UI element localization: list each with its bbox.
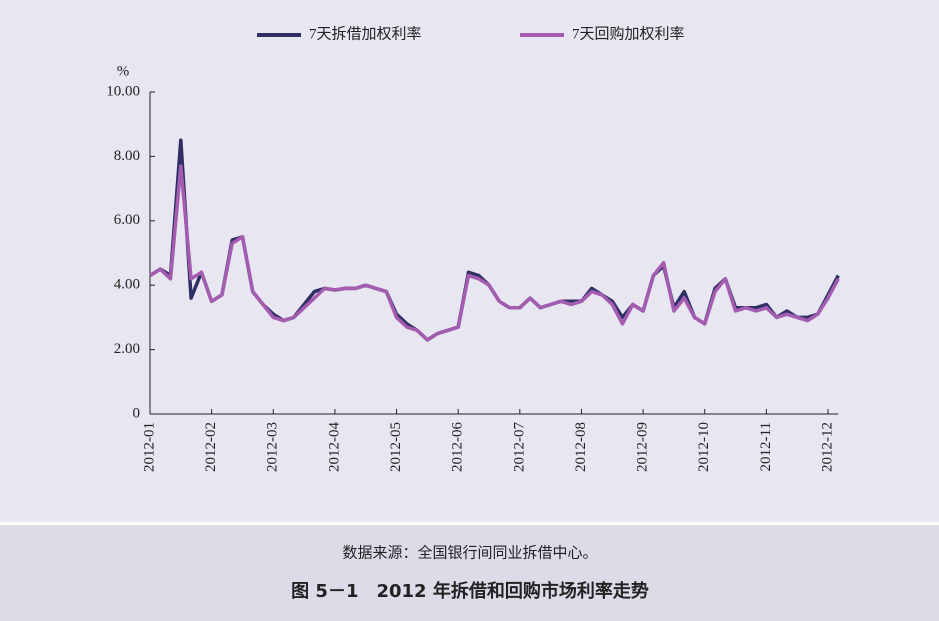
x-tick-label: 2012-04	[326, 422, 342, 472]
x-tick-label: 2012-02	[203, 422, 219, 472]
x-tick-label: 2012-05	[388, 422, 404, 472]
x-tick-label: 2012-10	[696, 422, 712, 472]
y-tick-label: 2.00	[114, 341, 140, 357]
x-tick-label: 2012-06	[450, 422, 466, 472]
y-tick-label: 4.00	[114, 277, 140, 293]
legend-label: 7天回购加权利率	[572, 25, 685, 42]
x-tick-label: 2012-08	[573, 422, 589, 472]
y-tick-label: 0	[133, 405, 141, 421]
x-tick-label: 2012-01	[141, 422, 157, 472]
figure-caption: 图 5－1 2012 年拆借和回购市场利率走势	[291, 580, 649, 602]
x-tick-label: 2012-07	[511, 422, 527, 472]
x-tick-label: 2012-09	[635, 422, 651, 472]
separator	[0, 522, 939, 525]
y-unit: %	[117, 63, 130, 79]
x-tick-label: 2012-11	[758, 422, 774, 471]
caption-band	[0, 525, 939, 621]
y-tick-label: 8.00	[114, 148, 140, 164]
y-tick-label: 6.00	[114, 212, 140, 228]
legend-label: 7天拆借加权利率	[309, 25, 422, 42]
y-tick-label: 10.00	[106, 83, 140, 99]
source-note: 数据来源：全国银行间同业拆借中心。	[342, 544, 597, 562]
x-tick-label: 2012-03	[265, 422, 281, 472]
series-line	[149, 164, 840, 342]
x-tick-label: 2012-12	[819, 422, 835, 472]
